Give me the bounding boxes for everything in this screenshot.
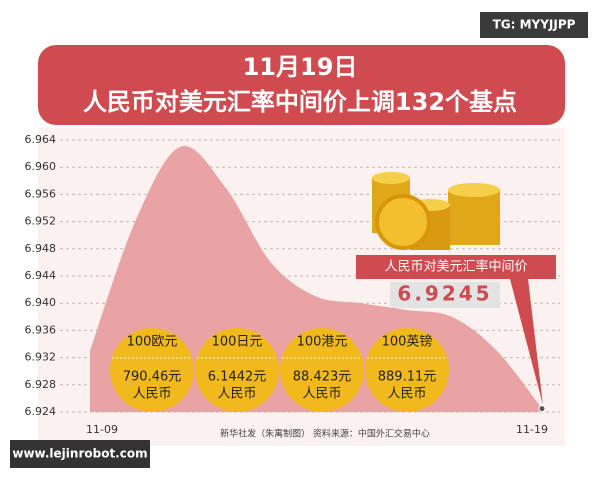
chart-subtitle: 人民币对美元汇率中间价上调132个基点 xyxy=(83,88,517,116)
rate-label: 6.1442元 xyxy=(208,370,267,385)
y-tick-label: 6.940 xyxy=(25,296,57,309)
y-tick-label: 6.924 xyxy=(25,405,57,418)
y-tick-label: 6.952 xyxy=(25,215,57,228)
y-tick-label: 6.936 xyxy=(25,323,57,336)
coin-pile xyxy=(448,190,500,245)
source-note: 新华社发（朱寓制图） 资料来源：中国外汇交易中心 xyxy=(220,428,430,440)
currency-label: 100欧元 xyxy=(127,335,178,350)
coin xyxy=(110,328,194,412)
annotation-box xyxy=(356,255,556,279)
coin-top xyxy=(372,172,410,184)
coin xyxy=(195,328,279,412)
pointer xyxy=(510,279,543,405)
value-label: 6.9245 xyxy=(397,282,492,306)
currency-label: 100英镑 xyxy=(382,334,433,350)
unit-label: 人民币 xyxy=(132,387,171,402)
rate-label: 889.11元 xyxy=(378,370,437,385)
end-point xyxy=(538,405,546,413)
plot: 6.924 6.928 6.932 6.936 6.940 6.944 6.948 6.952… xyxy=(25,133,560,436)
value-box xyxy=(390,282,500,308)
unit-label: 人民币 xyxy=(217,387,256,402)
title-banner xyxy=(38,45,565,125)
rate-label: 88.423元 xyxy=(293,370,352,385)
y-tick-label: 6.948 xyxy=(25,242,57,255)
chart-title: 11月19日 xyxy=(243,53,358,81)
currency-label: 100日元 xyxy=(212,335,263,350)
y-tick-label: 6.932 xyxy=(25,351,57,364)
y-tick-label: 6.964 xyxy=(25,133,57,146)
unit-label: 人民币 xyxy=(387,387,426,402)
coin-top xyxy=(448,183,500,197)
annotation: 人民币对美元汇率中间价 xyxy=(384,259,527,275)
coin xyxy=(280,328,364,412)
watermark: TG: MYYJJPP xyxy=(493,18,576,32)
y-tick-label: 6.944 xyxy=(25,269,57,282)
watermark: www.lejinrobot.com xyxy=(12,447,147,461)
y-tick-label: 6.960 xyxy=(25,160,57,173)
x-tick-label: 11-09 xyxy=(86,423,118,436)
watermark-box xyxy=(10,440,150,468)
rate-label: 790.46元 xyxy=(123,370,182,385)
unit-label: 人民币 xyxy=(302,387,341,402)
coin-stack xyxy=(372,172,500,250)
watermark-box xyxy=(480,12,588,38)
y-tick-label: 6.928 xyxy=(25,378,57,391)
x-tick-label: 11-19 xyxy=(516,423,548,436)
currency-label: 100港元 xyxy=(297,335,348,350)
coin xyxy=(365,328,449,412)
coin-face xyxy=(375,194,431,250)
y-tick-label: 6.956 xyxy=(25,187,57,200)
